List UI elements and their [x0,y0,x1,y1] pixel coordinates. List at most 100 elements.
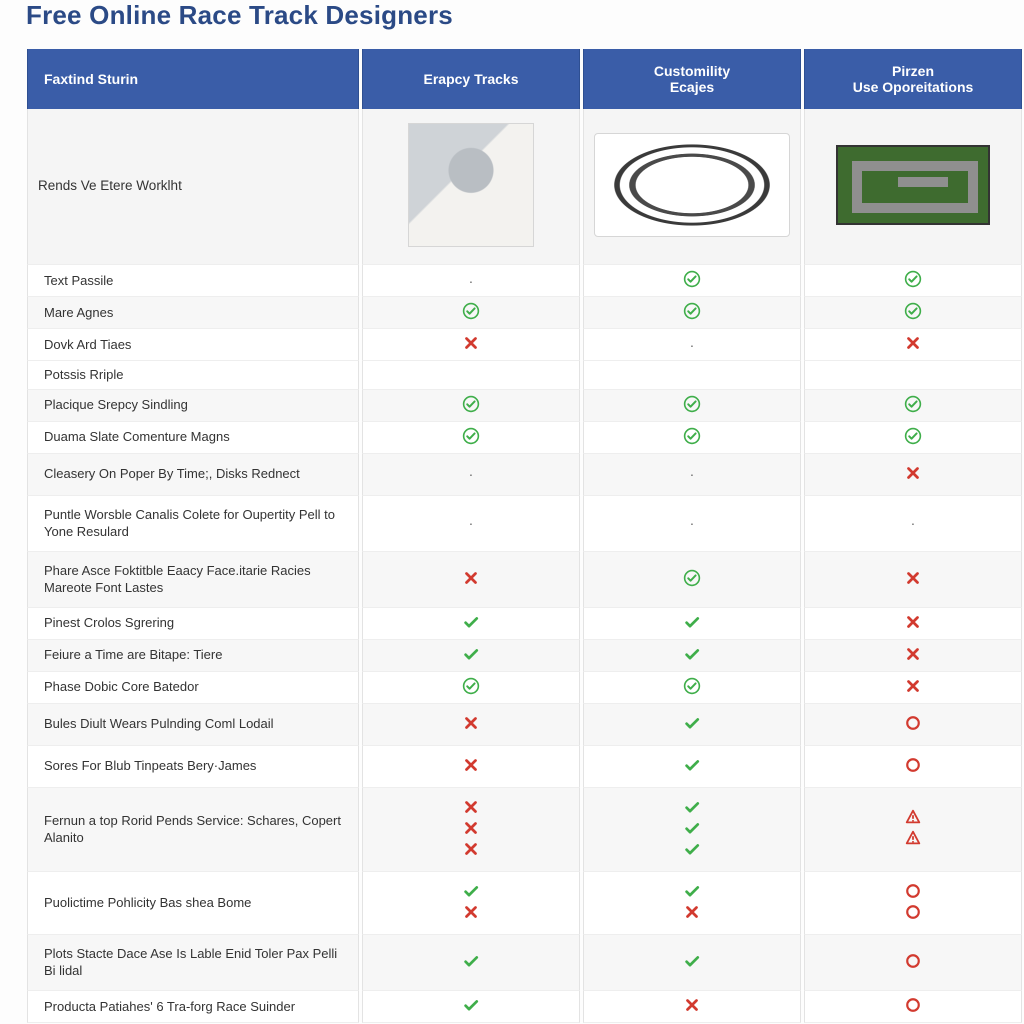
cell-c3 [804,788,1022,872]
cross-icon [904,569,922,587]
cell-c1: · [362,496,580,552]
cross-icon [683,996,701,1014]
feature-label: Puolictime Pohlicity Bas shea Bome [27,872,359,935]
check-circle-icon [904,395,922,413]
cell-c1 [362,704,580,746]
dash-icon: · [690,515,695,531]
check-icon [462,952,480,970]
check-icon [683,882,701,900]
cell-c2 [583,552,801,608]
cell-c1 [362,422,580,454]
cross-icon [904,464,922,482]
feature-label: Text Passile [27,265,359,297]
feature-label: Phare Asce Foktitble Eaacy Face.itarie R… [27,552,359,608]
warn-icon [904,829,922,847]
image-row-label: Rends Ve Etere Worklht [27,109,359,265]
cell-c3 [804,935,1022,991]
cell-c2 [583,390,801,422]
feature-label: Bules Diult Wears Pulnding Coml Lodail [27,704,359,746]
cross-icon [462,714,480,732]
check-circle-icon [683,427,701,445]
cell-c1 [362,329,580,361]
circle-icon [904,952,922,970]
cell-c2 [583,422,801,454]
cross-icon [462,840,480,858]
cell-c2 [583,788,801,872]
cell-c3 [804,991,1022,1023]
cross-icon [462,819,480,837]
check-icon [683,645,701,663]
cell-c2: · [583,454,801,496]
dash-icon: · [690,337,695,353]
table-row: Placique Srepcy Sindling [27,390,1022,422]
cell-c1: · [362,454,580,496]
cross-icon [904,334,922,352]
dash-icon: · [911,515,916,531]
check-circle-icon [683,569,701,587]
table-row: Mare Agnes [27,297,1022,329]
cell-c3 [804,265,1022,297]
check-icon [462,996,480,1014]
table-row: Duama Slate Comenture Magns [27,422,1022,454]
cell-c2 [583,361,801,390]
cell-c2 [583,935,801,991]
cell-c3 [804,746,1022,788]
cell-c1 [362,640,580,672]
cross-icon [462,569,480,587]
check-circle-icon [683,395,701,413]
check-icon [462,645,480,663]
cell-c1 [362,361,580,390]
dash-icon: · [469,466,474,482]
feature-label: Pinest Crolos Sgrering [27,608,359,640]
circle-icon [904,714,922,732]
cell-c3 [804,361,1022,390]
cell-c2: · [583,329,801,361]
col-feature-header: Faxtind Sturin [27,49,359,109]
table-header-row: Faxtind Sturin Erapcy Tracks Customility… [27,49,1022,109]
cell-c3 [804,552,1022,608]
cross-icon [904,677,922,695]
cross-icon [462,903,480,921]
cell-c3 [804,608,1022,640]
warn-icon [904,808,922,826]
feature-label: Cleasery On Poper By Time;, Disks Rednec… [27,454,359,496]
cell-c3 [804,454,1022,496]
cell-c1 [362,935,580,991]
cell-c1 [362,746,580,788]
feature-label: Mare Agnes [27,297,359,329]
table-row: Sores For Blub Tinpeats Bery·James [27,746,1022,788]
product-1-thumb [362,109,580,265]
col-product-3-header: PirzenUse Oporeitations [804,49,1022,109]
col-product-1-header: Erapcy Tracks [362,49,580,109]
cell-c3 [804,422,1022,454]
cell-c2 [583,640,801,672]
cell-c1 [362,991,580,1023]
page-title: Free Online Race Track Designers [26,0,1000,31]
cell-c1 [362,872,580,935]
cell-c3 [804,672,1022,704]
feature-label: Puntle Worsble Canalis Colete for Oupert… [27,496,359,552]
feature-label: Phase Dobic Core Batedor [27,672,359,704]
feature-label: Producta Patiahes' 6 Tra-forg Race Suind… [27,991,359,1023]
table-row: Phare Asce Foktitble Eaacy Face.itarie R… [27,552,1022,608]
table-row: Cleasery On Poper By Time;, Disks Rednec… [27,454,1022,496]
cell-c2 [583,672,801,704]
cross-icon [683,903,701,921]
circle-icon [904,756,922,774]
cell-c2 [583,608,801,640]
feature-label: Fernun a top Rorid Pends Service: Schare… [27,788,359,872]
check-circle-icon [462,427,480,445]
table-row: Producta Patiahes' 6 Tra-forg Race Suind… [27,991,1022,1023]
check-circle-icon [683,302,701,320]
check-circle-icon [683,677,701,695]
cell-c1 [362,672,580,704]
table-row: Text Passile · [27,265,1022,297]
dash-icon: · [469,273,474,289]
cell-c2 [583,297,801,329]
dash-icon: · [469,515,474,531]
cell-c1 [362,390,580,422]
feature-label: Sores For Blub Tinpeats Bery·James [27,746,359,788]
cell-c2 [583,746,801,788]
table-row: Phase Dobic Core Batedor [27,672,1022,704]
feature-label: Placique Srepcy Sindling [27,390,359,422]
